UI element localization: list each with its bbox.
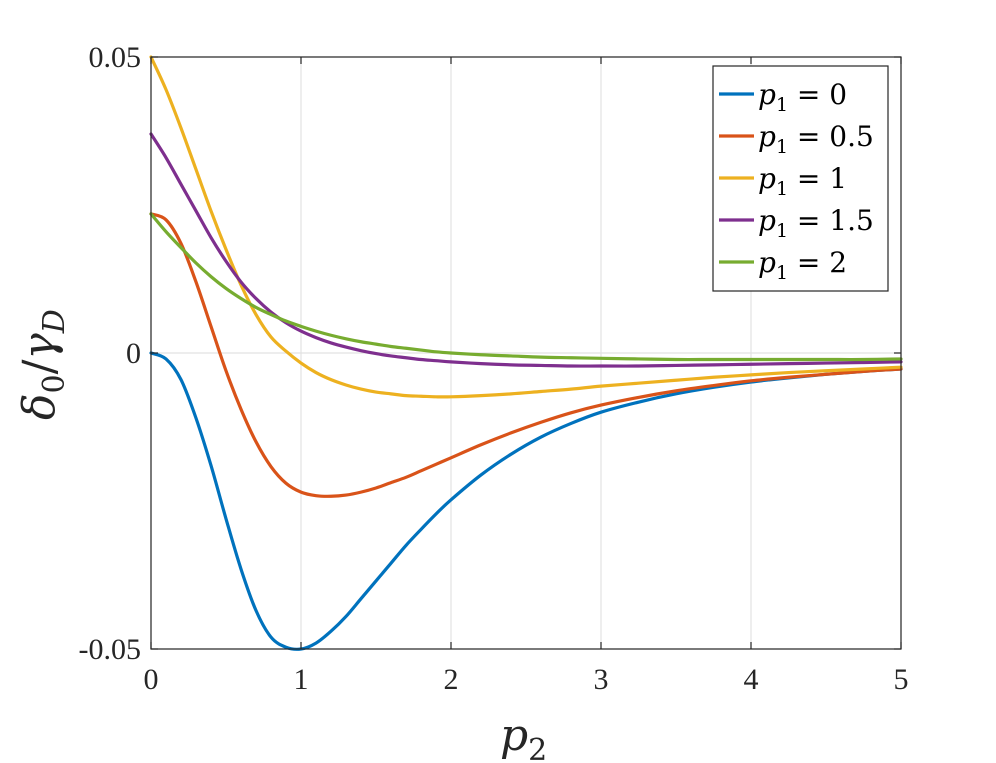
legend-label-value: = 2	[788, 246, 847, 279]
series-line-2	[149, 55, 903, 399]
legend-label: p1 = 2	[758, 246, 847, 284]
legend-label-sub: 1	[776, 136, 788, 158]
legend-label-sub: 1	[776, 220, 788, 242]
legend-label-sub: 1	[776, 262, 788, 284]
y-axis-label: δ0/γD	[14, 309, 72, 420]
y-tick-label: 0.05	[89, 41, 142, 74]
legend-label-var: p	[758, 162, 776, 195]
legend-label-var: p	[758, 204, 776, 237]
legend-label-value: = 0.5	[788, 120, 874, 153]
y-axis-label-gamma-sub: D	[37, 309, 72, 334]
legend-label-sub: 1	[776, 94, 788, 116]
y-axis-label-slash: /	[14, 359, 65, 374]
legend-label-value: = 0	[788, 78, 847, 111]
legend-label-var: p	[758, 120, 776, 153]
x-axis-label-sub: 2	[528, 733, 547, 763]
legend-label-value: = 1.5	[788, 204, 874, 237]
x-tick-label: 2	[444, 663, 459, 696]
x-tick-label: 5	[894, 663, 909, 696]
legend-label-var: p	[758, 78, 776, 111]
legend-label-value: = 1	[788, 162, 847, 195]
legend-label-sub: 1	[776, 178, 788, 200]
y-tick-label: -0.05	[79, 633, 142, 666]
x-tick-label: 4	[744, 663, 759, 696]
legend-label: p1 = 1	[758, 162, 847, 200]
y-axis-label-delta: δ	[14, 394, 65, 421]
legend-label: p1 = 1.5	[758, 204, 874, 242]
x-tick-label: 0	[144, 663, 159, 696]
x-tick-label: 1	[294, 663, 309, 696]
y-axis-label-gamma: γ	[14, 333, 65, 360]
y-axis-label-delta-sub: 0	[37, 374, 72, 393]
legend-label: p1 = 0.5	[758, 120, 874, 158]
y-tick-label: 0	[126, 337, 141, 370]
legend-label: p1 = 0	[758, 78, 847, 116]
series-layer	[149, 55, 903, 651]
series-line-1	[149, 212, 903, 498]
series-line-4	[149, 212, 903, 362]
x-axis-label: p2	[500, 710, 547, 763]
series-line-3	[149, 132, 903, 368]
ticks	[150, 56, 902, 650]
x-tick-label: 3	[594, 663, 609, 696]
series-line-0	[149, 351, 903, 651]
legend: p1 = 0p1 = 0.5p1 = 1p1 = 1.5p1 = 2	[712, 65, 889, 292]
x-axis-label-var: p	[500, 710, 528, 761]
legend-entries: p1 = 0p1 = 0.5p1 = 1p1 = 1.5p1 = 2	[719, 78, 874, 284]
legend-label-var: p	[758, 246, 776, 279]
